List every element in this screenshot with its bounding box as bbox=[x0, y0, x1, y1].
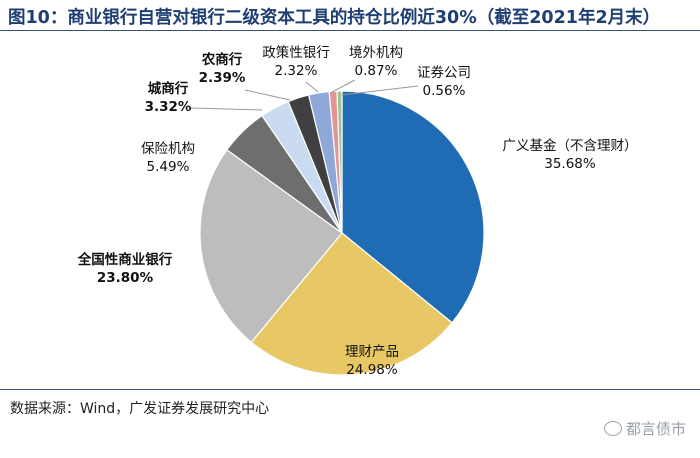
slice-label-6: 政策性银行 bbox=[262, 44, 330, 61]
slice-label-2: 全国性商业银行 bbox=[77, 251, 173, 268]
slice-value-7: 0.87% bbox=[355, 63, 398, 79]
slice-value-4: 3.32% bbox=[145, 99, 192, 115]
slice-value-8: 0.56% bbox=[423, 83, 466, 99]
leader-line-6 bbox=[305, 81, 319, 93]
wechat-icon bbox=[603, 421, 622, 436]
title-divider bbox=[0, 30, 700, 31]
chart-title: 图10：商业银行自营对银行二级资本工具的持仓比例近30%（截至2021年2月末） bbox=[8, 8, 661, 28]
slice-label-4: 城商行 bbox=[148, 80, 189, 97]
slice-label-1: 理财产品 bbox=[345, 344, 399, 360]
slice-label-3: 保险机构 bbox=[141, 141, 195, 157]
slice-value-2: 23.80% bbox=[97, 270, 154, 286]
slice-value-1: 24.98% bbox=[346, 362, 398, 378]
watermark-text: 都言债市 bbox=[625, 420, 686, 438]
leader-line-4 bbox=[189, 107, 263, 111]
slice-value-5: 2.39% bbox=[199, 70, 246, 86]
slice-label-7: 境外机构 bbox=[349, 45, 403, 61]
slice-value-3: 5.49% bbox=[147, 159, 190, 175]
slice-label-5: 农商行 bbox=[201, 51, 243, 68]
source-divider bbox=[0, 389, 700, 390]
pie-slice-8 bbox=[336, 90, 343, 234]
pie-slice-0 bbox=[341, 90, 485, 324]
slice-label-0: 广义基金（不含理财） bbox=[503, 137, 638, 154]
slice-label-8: 证券公司 bbox=[417, 65, 471, 81]
leader-line-8 bbox=[341, 85, 419, 96]
slice-value-0: 35.68% bbox=[544, 156, 596, 172]
source-note: 数据来源：Wind，广发证券发展研究中心 bbox=[10, 401, 270, 417]
slice-value-6: 2.32% bbox=[275, 63, 318, 79]
leader-line-7 bbox=[331, 79, 356, 93]
leader-line-5 bbox=[244, 89, 291, 101]
watermark: 都言债市 bbox=[603, 418, 686, 439]
pie-slice-1 bbox=[250, 232, 453, 376]
pie-slice-2 bbox=[199, 148, 343, 344]
